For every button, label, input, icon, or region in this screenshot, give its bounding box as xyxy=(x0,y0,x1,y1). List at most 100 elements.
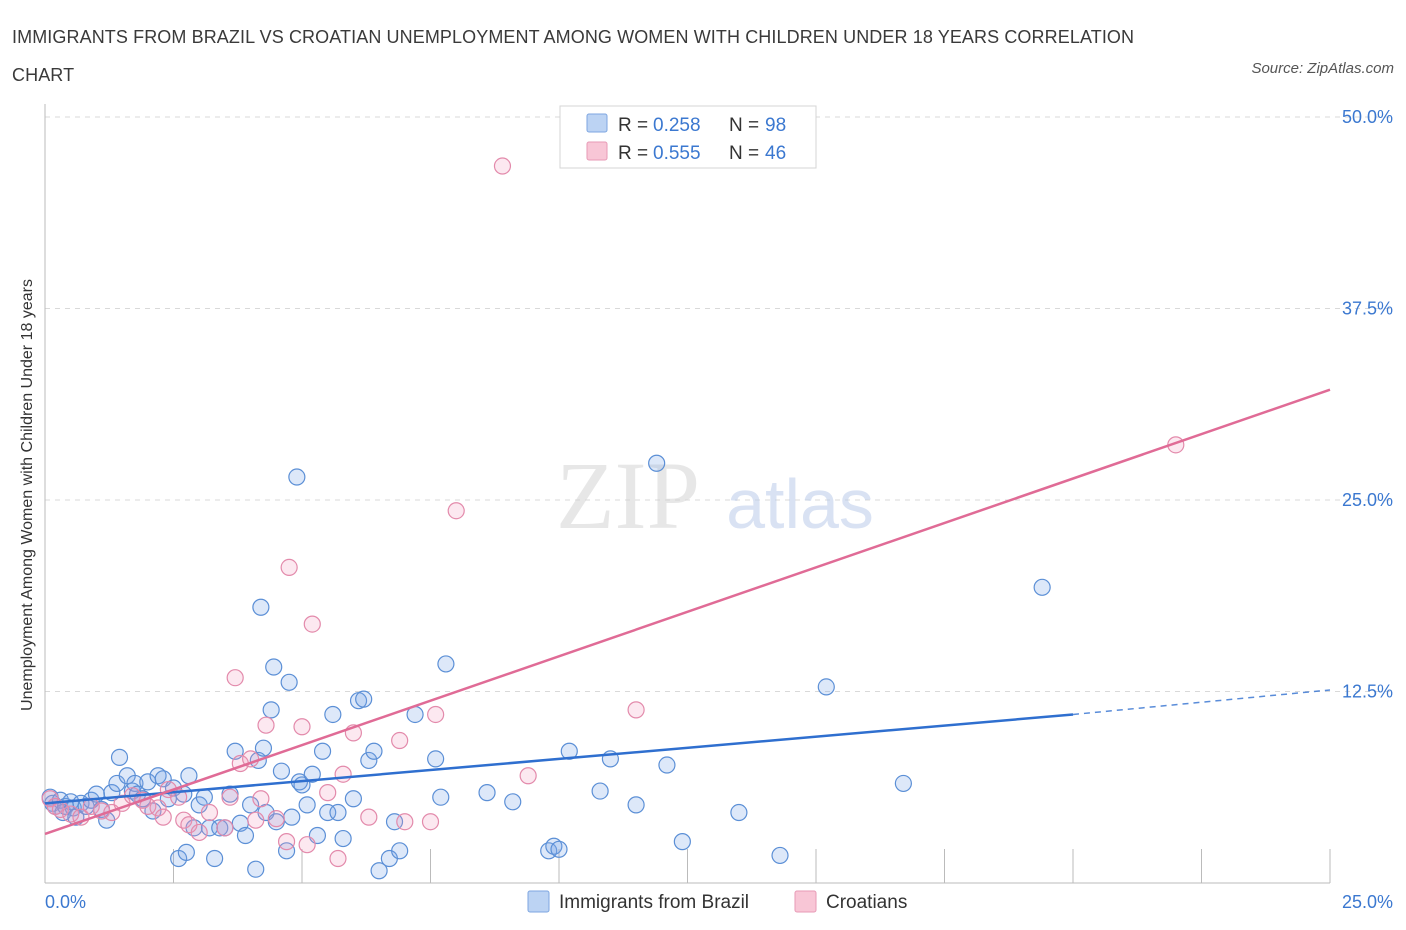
blue-data-point xyxy=(324,705,342,724)
blue-data-point xyxy=(817,678,835,696)
blue-data-point xyxy=(313,742,332,760)
y-tick-label: 50.0% xyxy=(1342,107,1393,127)
blue-data-point xyxy=(110,748,129,766)
blue-data-point xyxy=(280,673,298,691)
pink-data-point xyxy=(493,157,512,175)
blue-data-point xyxy=(303,765,321,783)
y-tick-label: 37.5% xyxy=(1342,299,1393,319)
pink-data-point xyxy=(360,808,378,826)
series-legend: Immigrants from Brazil Croatians xyxy=(527,890,907,913)
y-tick-labels: 12.5% 25.0% 37.5% 50.0% xyxy=(1342,107,1393,702)
blue-trend-extension xyxy=(1072,689,1331,716)
pink-data-point xyxy=(447,502,465,520)
blue-data-point xyxy=(211,819,229,837)
blue-data-point xyxy=(242,796,260,814)
pink-data-point xyxy=(293,718,311,736)
legend-n-label: N = xyxy=(729,115,764,136)
legend-swatch-pink xyxy=(586,141,608,161)
blue-data-point xyxy=(658,756,676,774)
pink-data-point xyxy=(329,849,347,868)
blue-data-point xyxy=(265,658,283,676)
pink-data-point xyxy=(149,799,167,817)
blue-data-point xyxy=(673,833,691,851)
blue-data-point xyxy=(432,788,450,806)
gridlines xyxy=(45,116,1393,692)
blue-data-point xyxy=(648,454,666,472)
legend-n-label: N = xyxy=(729,143,764,164)
pink-data-point xyxy=(62,805,80,823)
pink-data-point xyxy=(247,811,265,829)
pink-data-point xyxy=(221,788,239,806)
blue-data-point xyxy=(288,468,306,486)
blue-data-point xyxy=(277,842,296,860)
blue-trend-line xyxy=(44,713,1074,805)
blue-data-point xyxy=(329,803,347,822)
x-tick-labels: 0.0% 25.0% xyxy=(45,892,1393,912)
pink-data-point xyxy=(519,767,537,785)
legend-n-value: 46 xyxy=(765,143,786,164)
blue-data-point xyxy=(504,793,522,811)
watermark-zip: ZIP xyxy=(556,442,700,549)
blue-data-point xyxy=(272,762,291,780)
blue-data-point xyxy=(550,840,568,858)
series-legend-label-blue: Immigrants from Brazil xyxy=(559,892,749,913)
blue-data-point xyxy=(1033,578,1051,596)
pink-data-point xyxy=(303,615,321,633)
blue-data-point xyxy=(427,750,445,768)
pink-trend-line xyxy=(44,388,1331,836)
blue-data-point xyxy=(545,837,563,855)
pink-data-point xyxy=(277,833,296,851)
blue-data-point xyxy=(344,790,362,808)
pink-data-point xyxy=(391,731,409,750)
pink-data-point xyxy=(154,808,172,826)
blue-data-point xyxy=(247,860,265,878)
blue-data-point xyxy=(177,843,195,861)
legend-r-label: R = xyxy=(618,143,653,164)
y-axis-label: Unemployment Among Women with Children U… xyxy=(19,279,36,711)
blue-data-point xyxy=(478,784,496,802)
blue-data-point xyxy=(437,655,455,673)
series-legend-swatch-blue xyxy=(527,890,550,913)
blue-data-point xyxy=(149,767,167,785)
blue-data-point xyxy=(254,739,273,757)
pink-data-point xyxy=(319,784,337,802)
blue-data-point xyxy=(771,846,789,865)
x-tick-label: 0.0% xyxy=(45,892,86,912)
blue-data-point xyxy=(627,796,645,814)
x-tick-label: 25.0% xyxy=(1342,892,1393,912)
pink-data-point xyxy=(334,765,352,783)
axes xyxy=(44,104,1331,884)
pink-data-point xyxy=(280,558,298,577)
blue-data-point xyxy=(391,842,409,860)
trend-lines xyxy=(44,388,1331,836)
series-legend-swatch-pink xyxy=(794,890,817,913)
watermark-atlas: atlas xyxy=(726,465,874,543)
legend-n-value: 98 xyxy=(765,115,786,136)
legend-swatch-blue xyxy=(586,113,608,133)
source-credit: Source: ZipAtlas.com xyxy=(1251,60,1394,77)
legend-r-label: R = xyxy=(618,115,653,136)
series-legend-label-pink: Croatians xyxy=(826,892,907,913)
blue-data-point xyxy=(370,862,388,880)
pink-data-point xyxy=(175,811,193,829)
correlation-legend: R = 0.258 N = 98 R = 0.555 N = 46 xyxy=(559,105,817,169)
pink-data-point xyxy=(627,701,645,719)
pink-data-point xyxy=(252,790,270,808)
legend-r-value: 0.258 xyxy=(653,115,701,136)
blue-data-point xyxy=(360,751,378,770)
pink-data-point xyxy=(226,669,244,687)
watermark: ZIP atlas xyxy=(556,442,874,549)
chart-title: IMMIGRANTS FROM BRAZIL VS CROATIAN UNEMP… xyxy=(12,27,1135,85)
blue-data-point xyxy=(144,802,162,820)
pink-data-point xyxy=(200,803,219,822)
blue-data-point xyxy=(195,788,213,806)
blue-data-point xyxy=(206,849,224,868)
pink-data-point xyxy=(421,813,440,831)
pink-data-point xyxy=(298,836,316,854)
blue-data-point xyxy=(894,774,912,793)
y-tick-label: 12.5% xyxy=(1342,682,1393,702)
blue-data-point xyxy=(283,808,301,826)
pink-data-point xyxy=(267,810,285,828)
blue-data-point xyxy=(730,803,748,822)
